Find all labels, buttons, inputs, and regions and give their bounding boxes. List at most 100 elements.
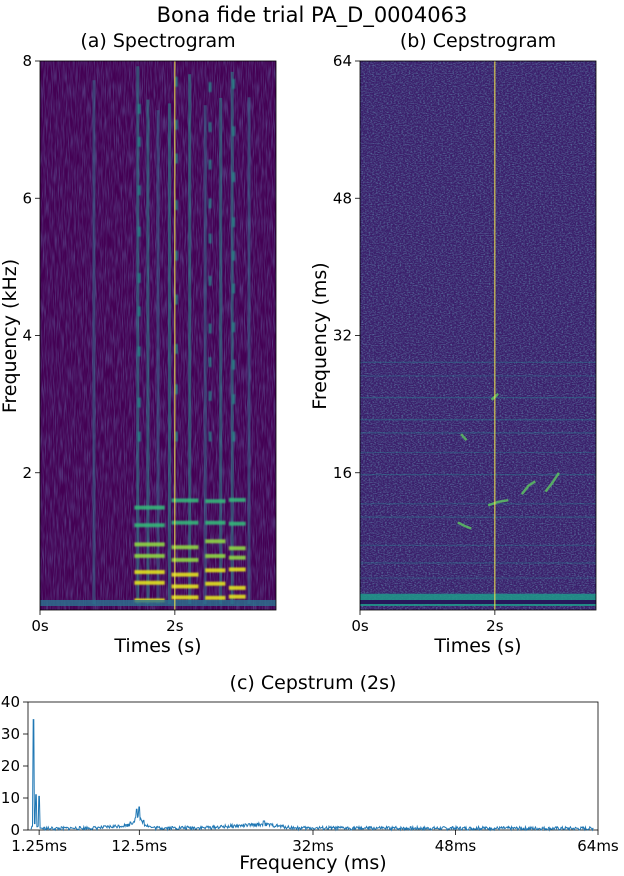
cepstrogram-line — [360, 432, 596, 434]
cepstrogram-ytick-label: 32 — [333, 327, 352, 345]
cepstrum-plot — [27, 701, 599, 832]
cepstrum-ytick-label: 10 — [1, 789, 20, 807]
spectrogram-highband — [208, 122, 212, 133]
spectrogram-xlabel: Times (s) — [114, 635, 202, 657]
cepstrogram-texture — [360, 61, 596, 610]
spectrogram-highband — [137, 346, 141, 357]
spectrogram-xtick-label: 2s — [166, 617, 184, 635]
spectrogram-striation — [188, 74, 192, 604]
cepstrum-xtick-label: 64ms — [577, 837, 619, 855]
spectrogram-harmonic — [205, 568, 226, 573]
spectrogram-harmonic — [228, 567, 246, 572]
spectrogram-harmonic — [228, 585, 246, 590]
spectrogram-ytick-label: 8 — [22, 52, 32, 70]
cepstrum-ytick-label: 40 — [1, 693, 20, 711]
spectrogram-ytick-label: 6 — [22, 189, 32, 207]
cepstrogram-line — [360, 562, 596, 564]
spectrogram-harmonic — [228, 521, 246, 526]
spectrogram-highband — [137, 185, 141, 196]
spectrogram-highband — [137, 226, 141, 237]
spectrogram-harmonic — [205, 595, 226, 600]
cepstrum-xtick-label: 12.5ms — [111, 837, 167, 855]
spectrogram-harmonic — [171, 557, 199, 562]
cepstrogram-xtick-label: 2s — [486, 617, 504, 635]
cepstrum-xtick-label: 32ms — [292, 837, 334, 855]
spectrogram-plot — [39, 60, 277, 611]
cepstrogram-track — [520, 480, 536, 495]
spectrogram-highband — [208, 233, 212, 244]
spectrogram-harmonic — [171, 595, 199, 600]
cepstrum-series-line — [30, 719, 594, 832]
spectrogram-striation — [92, 80, 96, 605]
cepstrum-frame — [27, 701, 599, 831]
axis-ticks: 0s 2s 2 4 6 8 0s 2s 16 32 48 64 1.25ms 12.5ms 32ms 48ms… — [1, 52, 619, 855]
spectrogram-highband — [174, 200, 178, 211]
spectrogram-highband — [208, 82, 212, 93]
spectrogram-highband — [174, 250, 178, 261]
spectrogram-highband — [174, 384, 178, 395]
cepstrogram-xlabel: Times (s) — [434, 635, 522, 657]
spectrogram-highband — [208, 390, 212, 401]
spectrogram-highband — [232, 322, 236, 333]
cepstrogram-ytick-label: 48 — [333, 189, 352, 207]
spectrogram-harmonic — [134, 580, 165, 585]
cepstrum-ytick-label: 30 — [1, 725, 20, 743]
spectrogram-highband — [137, 431, 141, 442]
spectrogram-ytick-label: 2 — [22, 464, 32, 482]
spectrogram-harmonic — [228, 594, 246, 599]
cepstrogram-track — [544, 472, 560, 493]
spectrogram-xtick-label: 0s — [31, 617, 49, 635]
cepstrogram-line — [360, 361, 596, 363]
cepstrogram-low-quefrency-dark — [360, 600, 596, 604]
spectrogram-highband — [232, 172, 236, 183]
spectrogram-highband — [174, 153, 178, 164]
spectrogram-harmonic — [228, 555, 246, 560]
spectrogram-ytick-label: 4 — [22, 327, 32, 345]
cepstrogram-line — [360, 452, 596, 454]
cepstrogram-line — [360, 592, 596, 594]
spectrogram-highband — [232, 394, 236, 405]
cepstrogram-plot — [359, 60, 597, 611]
spectrogram-highband — [208, 357, 212, 368]
spectrogram-harmonic — [171, 520, 199, 525]
spectrogram-harmonic — [171, 584, 199, 589]
cepstrogram-line — [360, 397, 596, 399]
spectrogram-highband — [137, 397, 141, 408]
cepstrum-xlabel: Frequency (ms) — [239, 852, 387, 874]
cepstrogram-line — [360, 577, 596, 579]
spectrogram-harmonic — [134, 570, 165, 575]
cepstrogram-quefrency-lines — [360, 361, 596, 594]
cepstrogram-track — [460, 433, 468, 442]
cepstrum-xtick-label: 48ms — [435, 837, 477, 855]
spectrogram-highband — [232, 359, 236, 370]
spectrogram-highband — [174, 76, 178, 87]
spectrogram-striation — [230, 71, 234, 605]
spectrogram-title: (a) Spectrogram — [80, 30, 236, 52]
spectrogram-striations — [92, 66, 251, 605]
spectrogram-harmonic — [134, 553, 165, 558]
spectrogram-harmonic — [205, 539, 226, 544]
spectrogram-harmonic — [228, 546, 246, 551]
cepstrogram-title: (b) Cepstrogram — [399, 30, 557, 52]
spectrogram-highband — [174, 431, 178, 442]
cepstrum-ytick-label: 0 — [10, 821, 20, 839]
cepstrogram-line — [360, 419, 596, 421]
spectrogram-striation — [156, 110, 160, 605]
spectrogram-harmonic — [228, 497, 246, 502]
cepstrum-xtick-label: 1.25ms — [11, 837, 67, 855]
spectrogram-striation — [136, 66, 140, 605]
spectrogram-highband — [137, 136, 141, 147]
cepstrogram-line — [360, 544, 596, 546]
spectrogram-highband — [208, 275, 212, 286]
spectrogram-highband — [137, 103, 141, 114]
spectrogram-highband — [208, 198, 212, 209]
spectrogram-highband — [232, 250, 236, 261]
spectrogram-harmonic — [205, 499, 226, 504]
spectrogram-highband — [232, 126, 236, 137]
figure-title: Bona fide trial PA_D_0004063 — [156, 3, 468, 27]
spectrogram-striation — [219, 97, 223, 604]
spectrogram-striation — [167, 103, 171, 605]
spectrogram-highband — [137, 306, 141, 317]
spectrogram-harmonic — [171, 545, 199, 550]
